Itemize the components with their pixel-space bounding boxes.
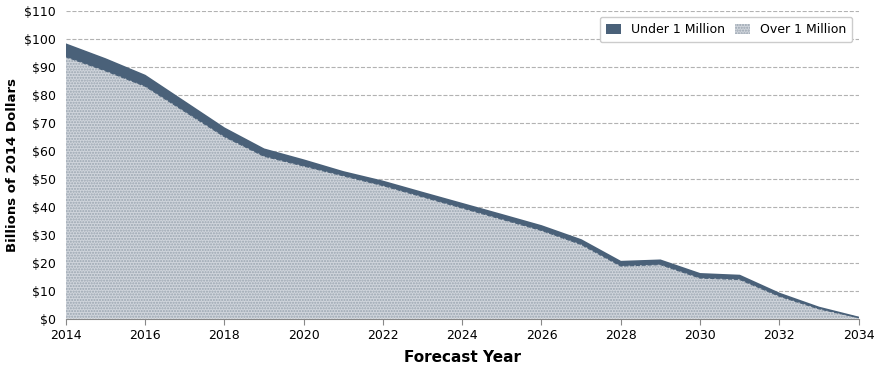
X-axis label: Forecast Year: Forecast Year: [404, 351, 521, 365]
Y-axis label: Billions of 2014 Dollars: Billions of 2014 Dollars: [5, 78, 18, 252]
Legend: Under 1 Million, Over 1 Million: Under 1 Million, Over 1 Million: [599, 17, 853, 42]
